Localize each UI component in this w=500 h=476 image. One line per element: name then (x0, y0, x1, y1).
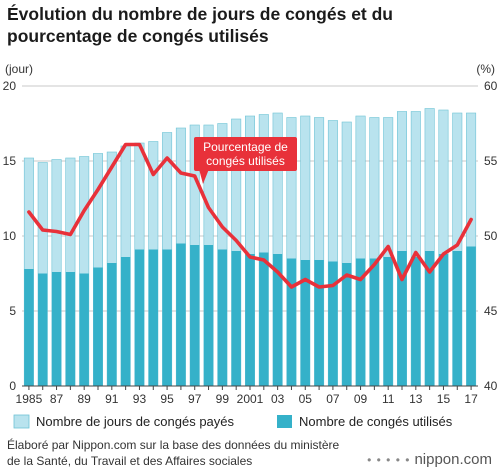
x-tick-label: 87 (50, 392, 64, 406)
left-tick-label: 0 (9, 379, 16, 393)
x-tick-label: 03 (271, 392, 285, 406)
bar-used-days (259, 252, 269, 386)
left-tick-label: 20 (3, 79, 17, 93)
right-axis-ticks: 40 45 50 55 60 (484, 79, 498, 393)
legend-label-paid: Nombre de jours de congés payés (36, 414, 235, 429)
bar-used-days (162, 249, 172, 386)
x-tick-label: 2001 (237, 392, 264, 406)
bar-used-days (190, 245, 200, 386)
bar-used-days (452, 251, 462, 386)
x-tick-label: 97 (188, 392, 202, 406)
legend: Nombre de jours de congés payés Nombre de… (13, 414, 453, 429)
left-tick-label: 5 (9, 304, 16, 318)
bar-used-days (342, 263, 352, 386)
right-tick-label: 45 (484, 304, 498, 318)
bar-used-days (369, 258, 380, 386)
x-tick-label: 99 (216, 392, 230, 406)
bar-used-days (176, 243, 186, 386)
bar-used-days (286, 258, 297, 386)
bar-used-days (107, 263, 117, 386)
x-tick-label: 11 (382, 392, 395, 406)
bar-used-days (120, 257, 131, 386)
x-tick-label: 95 (160, 392, 174, 406)
source-note: Élaboré par Nippon.com sur la base des d… (7, 437, 339, 469)
chart-title: Évolution du nombre de jours de congés e… (7, 3, 493, 47)
rate-line-layer (27, 142, 473, 289)
x-tick-label: 93 (133, 392, 147, 406)
bar-used-days (438, 254, 449, 386)
source-line-1: Élaboré par Nippon.com sur la base des d… (7, 438, 340, 452)
legend-swatch-used (277, 415, 292, 428)
bar-used-days (51, 272, 62, 386)
x-tick-label: 09 (354, 392, 368, 406)
left-tick-label: 15 (3, 154, 17, 168)
left-tick-label: 10 (3, 229, 17, 243)
bar-used-days (38, 273, 48, 386)
x-tick-label: 1985 (16, 392, 43, 406)
bar-used-days (328, 261, 338, 386)
bar-used-days (93, 267, 103, 386)
x-tick-label: 17 (464, 392, 478, 406)
bar-used-days (272, 254, 283, 386)
annotation-text: congés utilisés (206, 154, 285, 168)
x-tick-label: 91 (105, 392, 119, 406)
x-tick-label: 07 (326, 392, 340, 406)
right-tick-label: 55 (484, 154, 498, 168)
source-line-2: de la Santé, du Travail et des Affaires … (7, 454, 253, 468)
brand-name: nippon.com (414, 451, 492, 468)
bar-used-days (411, 257, 421, 386)
x-tick-label: 15 (437, 392, 451, 406)
legend-label-used: Nombre de congés utilisés (299, 414, 453, 429)
bar-used-days (466, 246, 476, 386)
right-tick-label: 50 (484, 229, 498, 243)
chart-title-line-2: pourcentage de congés utilisés (7, 26, 269, 46)
bar-used-days (79, 273, 89, 386)
right-tick-label: 40 (484, 379, 498, 393)
right-axis-unit: (%) (476, 62, 495, 76)
right-tick-label: 60 (484, 79, 498, 93)
bar-used-days (203, 245, 214, 386)
bar-used-days (217, 249, 228, 386)
x-tick-label: 05 (299, 392, 313, 406)
bar-used-days (65, 272, 76, 386)
annotation-text: Pourcentage de (203, 140, 288, 154)
bar-used-days (231, 251, 241, 386)
bar-used-days (383, 257, 393, 386)
bar-used-days (397, 251, 407, 386)
legend-swatch-paid (13, 414, 30, 429)
bar-used-days (134, 249, 145, 386)
bar-used-days (424, 251, 435, 386)
left-axis-unit: (jour) (5, 62, 33, 76)
brand-dots: • • • • • (367, 453, 411, 467)
bar-used-days (245, 254, 255, 386)
bar-used-days (24, 269, 34, 386)
bar-used-days (300, 260, 310, 386)
x-tick-label: 89 (78, 392, 92, 406)
annotation-pointer (199, 169, 209, 184)
bar-used-days (314, 260, 324, 386)
chart-title-line-1: Évolution du nombre de jours de congés e… (7, 4, 393, 24)
brand-logo: • • • • • nippon.com (367, 451, 492, 468)
bar-used-days (355, 258, 366, 386)
annotation-box (194, 137, 297, 171)
x-tick-label: 13 (409, 392, 423, 406)
left-axis-ticks: 0 5 10 15 20 (3, 79, 17, 393)
x-axis-ticks: 1985 87 89 91 93 95 97 99 2001 03 05 07 09 11 13 15 17 (16, 386, 478, 406)
bar-used-days (148, 249, 158, 386)
